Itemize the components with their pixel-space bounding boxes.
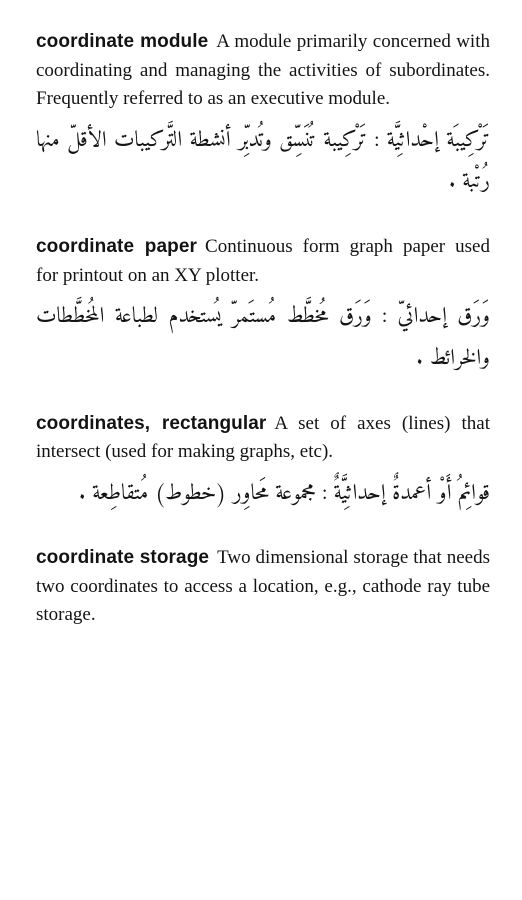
entry: coordinate paperContinuous form graph pa…: [36, 233, 490, 380]
definition-block: coordinate storageTwo dimensional storag…: [36, 544, 490, 630]
definition-block: coordinate paperContinuous form graph pa…: [36, 233, 490, 290]
entry: coordinates, rectangularA set of axes (l…: [36, 410, 490, 515]
term: coordinate storage: [36, 547, 209, 568]
term: coordinate module: [36, 31, 208, 52]
dictionary-page: coordinate moduleA module primarily conc…: [0, 0, 522, 900]
term: coordinates, rectangular: [36, 413, 266, 434]
definition-block: coordinate moduleA module primarily conc…: [36, 28, 490, 114]
term: coordinate paper: [36, 236, 197, 257]
entry: coordinate storageTwo dimensional storag…: [36, 544, 490, 630]
entry: coordinate moduleA module primarily conc…: [36, 28, 490, 203]
arabic-translation: تَرْكِيبَة إحْداثِيَّة : تَرْكِيبة تُنَس…: [36, 120, 490, 204]
arabic-translation: وَرَق إحدائيّ : وَرَق مُخطَّط مُستَمرّ ي…: [36, 296, 490, 380]
arabic-translation: قوائِمُ أَوْ أعمدةٌ إحداثِيَّةٌ : مجموعة…: [36, 473, 490, 515]
definition-block: coordinates, rectangularA set of axes (l…: [36, 410, 490, 467]
